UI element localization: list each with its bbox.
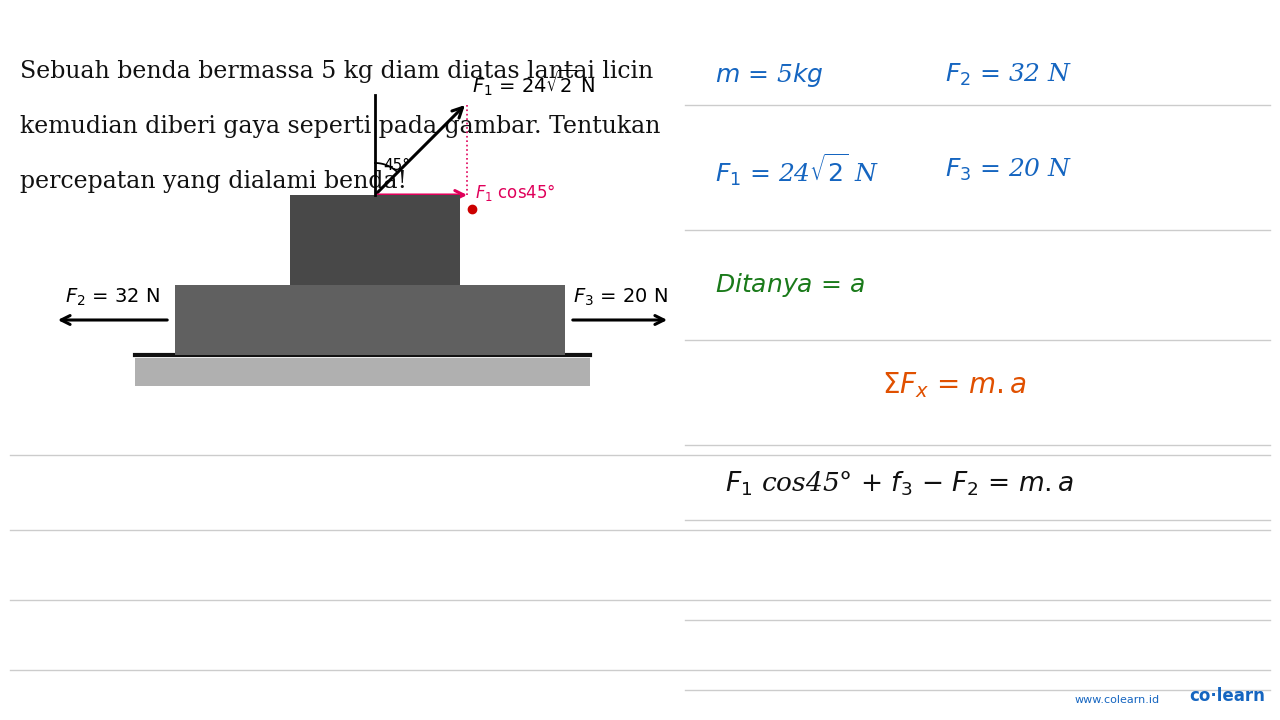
Text: $F_2$ = 32 N: $F_2$ = 32 N bbox=[945, 62, 1073, 88]
Text: www.colearn.id: www.colearn.id bbox=[1075, 695, 1160, 705]
Text: kemudian diberi gaya seperti pada gambar. Tentukan: kemudian diberi gaya seperti pada gambar… bbox=[20, 115, 660, 138]
Text: $F_2$ = 32 N: $F_2$ = 32 N bbox=[65, 287, 160, 308]
Bar bbox=[134, 358, 590, 386]
Text: $F_1$ = 24$\sqrt{2}$ N: $F_1$ = 24$\sqrt{2}$ N bbox=[714, 152, 879, 189]
Text: percepatan yang dialami benda!: percepatan yang dialami benda! bbox=[20, 170, 407, 193]
Text: $Ditanya$ = $a$: $Ditanya$ = $a$ bbox=[714, 271, 864, 299]
Text: $\Sigma F_x$ = $m.a$: $\Sigma F_x$ = $m.a$ bbox=[882, 370, 1028, 400]
Text: $F_3$ = 20 N: $F_3$ = 20 N bbox=[572, 287, 667, 308]
Text: Sebuah benda bermassa 5 kg diam diatas lantai licin: Sebuah benda bermassa 5 kg diam diatas l… bbox=[20, 60, 653, 83]
Text: $F_1$ = 24$\sqrt{2}$ N: $F_1$ = 24$\sqrt{2}$ N bbox=[472, 68, 595, 98]
Text: $F_1$ cos45° + $f_3$ $-$ $F_2$ = $m.a$: $F_1$ cos45° + $f_3$ $-$ $F_2$ = $m.a$ bbox=[724, 468, 1074, 498]
Text: $F_1$ cos45°: $F_1$ cos45° bbox=[475, 181, 556, 202]
Bar bbox=[175, 285, 564, 355]
Text: $m$ = 5$kg$: $m$ = 5$kg$ bbox=[714, 61, 823, 89]
Text: co·learn: co·learn bbox=[1189, 687, 1265, 705]
Text: $F_3$ = 20 N: $F_3$ = 20 N bbox=[945, 157, 1073, 183]
Bar bbox=[291, 195, 460, 285]
Text: 45°: 45° bbox=[383, 158, 410, 173]
